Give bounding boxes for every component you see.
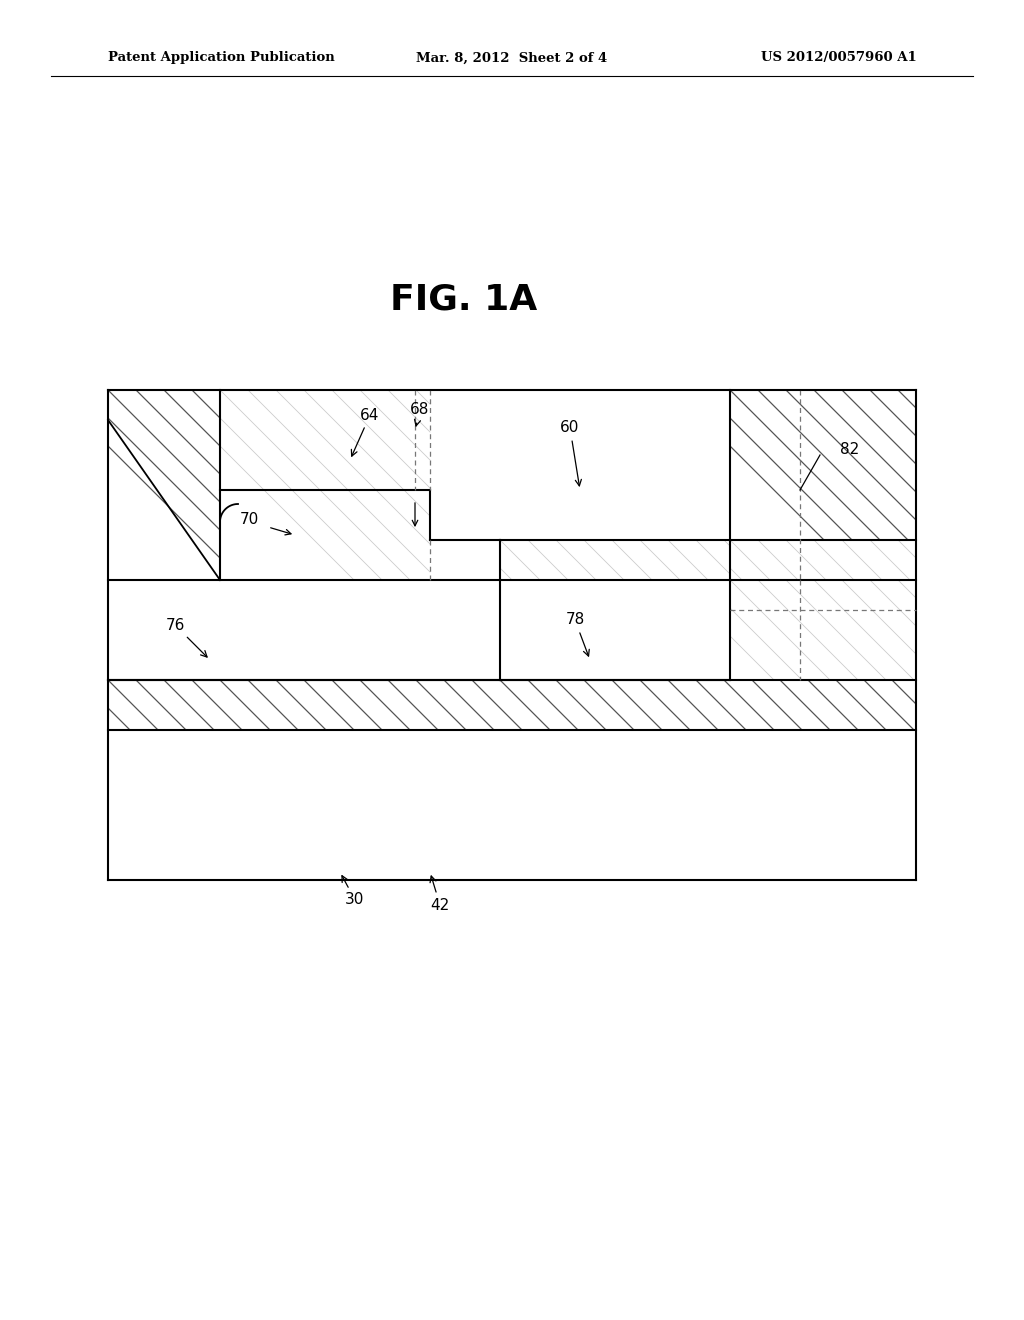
Text: FIG. 1A: FIG. 1A (390, 282, 538, 317)
Bar (108, 389, 916, 880)
Text: 82: 82 (840, 442, 859, 458)
Text: 30: 30 (342, 875, 365, 908)
Text: 60: 60 (560, 421, 582, 486)
Text: 42: 42 (430, 876, 450, 912)
Text: 64: 64 (351, 408, 380, 457)
Text: 76: 76 (165, 618, 207, 657)
Text: US 2012/0057960 A1: US 2012/0057960 A1 (761, 51, 916, 65)
Text: Patent Application Publication: Patent Application Publication (108, 51, 334, 65)
Text: 68: 68 (411, 403, 430, 426)
Text: Mar. 8, 2012  Sheet 2 of 4: Mar. 8, 2012 Sheet 2 of 4 (417, 51, 607, 65)
Text: 78: 78 (565, 612, 589, 656)
Text: 70: 70 (240, 512, 259, 528)
